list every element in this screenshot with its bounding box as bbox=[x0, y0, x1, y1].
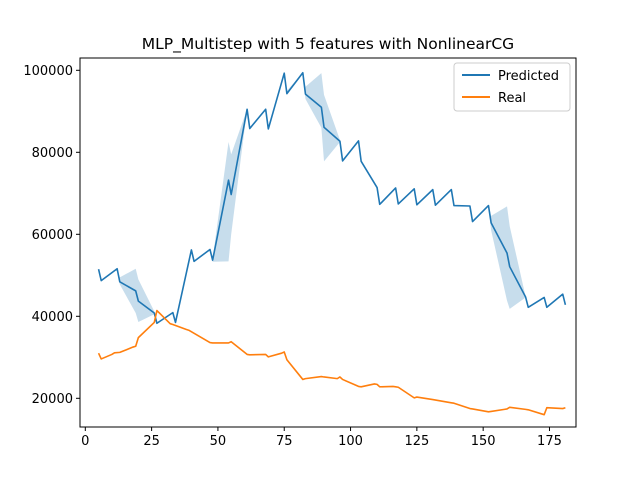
predicted-confidence-band bbox=[98, 72, 566, 325]
y-tick-label: 20000 bbox=[32, 392, 73, 407]
predicted-series-line bbox=[97, 71, 567, 325]
x-tick-label: 25 bbox=[143, 434, 160, 449]
axes-frame bbox=[79, 57, 577, 428]
y-tick-label: 100000 bbox=[23, 64, 73, 79]
y-tick-label: 80000 bbox=[32, 146, 73, 161]
x-tick-label: 150 bbox=[471, 434, 496, 449]
y-tick-label: 40000 bbox=[32, 310, 73, 325]
x-tick-label: 50 bbox=[210, 434, 227, 449]
plot-area bbox=[97, 71, 567, 416]
legend-label-predicted: Predicted bbox=[498, 69, 559, 84]
chart-title: MLP_Multistep with 5 features with Nonli… bbox=[142, 35, 514, 54]
x-tick-label: 75 bbox=[276, 434, 293, 449]
legend-label-real: Real bbox=[498, 91, 526, 106]
legend: Predicted Real bbox=[453, 62, 571, 112]
y-tick-label: 60000 bbox=[32, 228, 73, 243]
x-tick-label: 125 bbox=[404, 434, 429, 449]
x-tick-label: 175 bbox=[537, 434, 562, 449]
axes: 0 25 50 75 100 125 150 175 20000 40000 60000 80000 1… bbox=[23, 64, 562, 449]
x-tick-label: 100 bbox=[338, 434, 363, 449]
x-tick-label: 0 bbox=[81, 434, 89, 449]
real-series-line bbox=[97, 309, 566, 416]
